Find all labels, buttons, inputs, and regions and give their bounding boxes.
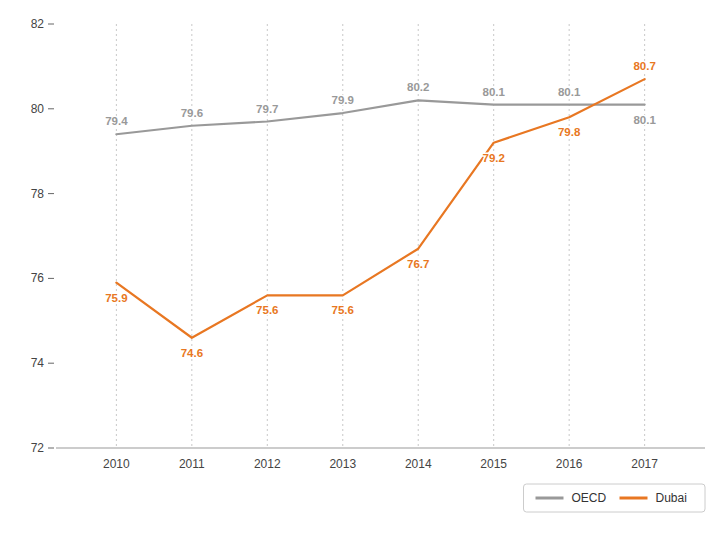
- y-tick: [48, 278, 54, 279]
- y-tick-label: 76: [31, 271, 45, 285]
- x-tick-label: 2010: [103, 457, 130, 471]
- y-tick-label: 78: [31, 187, 45, 201]
- data-label: 75.9: [105, 292, 127, 304]
- x-tick-label: 2016: [556, 457, 583, 471]
- grid-line: [267, 24, 268, 448]
- y-axis: 72 74 76 78 80 82: [31, 17, 54, 455]
- data-label: 79.8: [558, 126, 581, 138]
- data-label: 79.4: [105, 115, 128, 127]
- data-label: 79.2: [483, 152, 505, 164]
- plot-area: [116, 79, 644, 338]
- data-label: 80.1: [483, 86, 506, 98]
- y-tick: [48, 24, 54, 25]
- chart: 2010 2011 2012 2013 2014 2015 2016 2017 72 74 76 78…: [0, 0, 727, 534]
- y-tick-label: 74: [31, 356, 45, 370]
- data-label: 80.7: [633, 60, 655, 72]
- grid: [116, 24, 644, 448]
- y-tick: [48, 363, 54, 364]
- data-label: 80.1: [633, 114, 656, 126]
- x-tick-label: 2012: [254, 457, 281, 471]
- legend: OECD Dubai: [524, 484, 706, 512]
- legend-label: OECD: [572, 491, 607, 505]
- y-tick: [48, 193, 54, 194]
- data-label: 74.6: [181, 347, 203, 359]
- y-tick-label: 82: [31, 17, 45, 31]
- legend-swatch: [620, 497, 648, 500]
- data-label: 79.9: [332, 94, 354, 106]
- x-tick-label: 2015: [480, 457, 507, 471]
- y-tick: [48, 448, 54, 449]
- y-tick-label: 72: [31, 441, 45, 455]
- grid-line: [342, 24, 343, 448]
- data-labels: 79.4 79.6 79.7 79.9 80.2 80.1 80.1 80.1 75.9 74.6…: [105, 60, 656, 359]
- grid-line: [116, 24, 117, 448]
- x-axis: 2010 2011 2012 2013 2014 2015 2016 2017: [103, 457, 658, 471]
- series-line: [116, 79, 644, 338]
- data-label: 75.6: [256, 304, 278, 316]
- x-tick-label: 2014: [405, 457, 432, 471]
- grid-line: [191, 24, 192, 448]
- y-tick-label: 80: [31, 102, 45, 116]
- data-label: 76.7: [407, 258, 429, 270]
- data-label: 75.6: [332, 304, 354, 316]
- x-axis-line: [56, 448, 705, 449]
- grid-line: [644, 24, 645, 448]
- legend-box: [524, 484, 706, 512]
- x-tick-label: 2011: [179, 457, 205, 471]
- legend-swatch: [536, 497, 564, 500]
- data-label: 80.1: [558, 86, 581, 98]
- x-tick-label: 2013: [329, 457, 356, 471]
- legend-label: Dubai: [656, 491, 687, 505]
- y-tick: [48, 108, 54, 109]
- data-label: 79.6: [181, 107, 203, 119]
- data-label: 79.7: [256, 103, 278, 115]
- x-tick-label: 2017: [631, 457, 658, 471]
- data-label: 80.2: [407, 81, 429, 93]
